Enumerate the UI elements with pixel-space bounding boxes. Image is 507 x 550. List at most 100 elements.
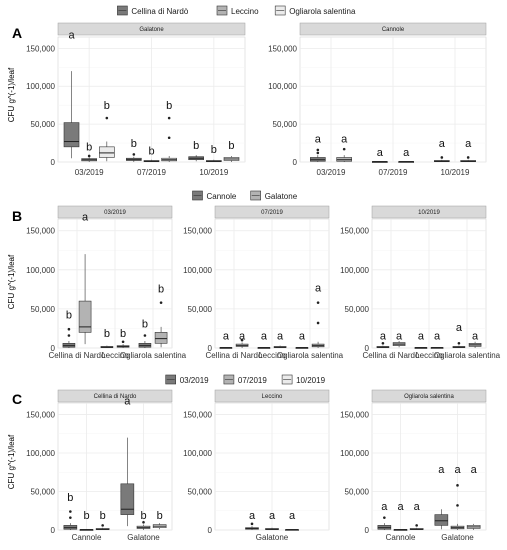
y-tick-label: 50,000 [188,488,213,497]
y-tick-label: 0 [365,526,370,535]
legend-label: Leccino [231,7,259,16]
x-tick-label: Ogliarola salentina [120,351,187,360]
x-tick-label: 10/2019 [441,168,470,177]
outlier-point [316,148,320,152]
y-axis-label: CFU g^(-1)/leaf [7,254,16,309]
outlier-point [316,321,320,325]
facet-strip [57,205,173,219]
box: b [126,138,142,162]
significance-letter: a [269,510,276,522]
outlier-point [440,156,444,159]
facet-strip-label: 07/2019 [261,210,283,216]
box: b [206,144,222,162]
x-tick-label: Ogliarola salentina [434,351,501,360]
y-tick-label: 150,000 [26,44,55,53]
legend-label: Ogliarola salentina [289,7,356,16]
significance-letter: b [148,145,154,157]
outlier-point [316,151,320,155]
box: a [468,330,482,348]
y-tick-label: 100,000 [26,82,55,91]
box: a [235,330,249,348]
box: a [430,330,444,349]
y-tick-label: 50,000 [188,305,213,314]
significance-letter: a [418,330,425,342]
facet-strip-label: Cellina di Nardo [94,394,137,400]
box: a [257,330,271,349]
box-body [99,146,115,158]
x-tick-label: Cannole [386,533,416,542]
y-tick-label: 150,000 [183,227,212,236]
y-tick-label: 100,000 [26,449,55,458]
x-tick-label: Cellina di Nardò [49,351,106,360]
significance-letter: b [142,319,148,331]
y-tick-label: 150,000 [26,227,55,236]
y-tick-label: 50,000 [345,305,370,314]
box-body [78,300,92,333]
outlier-point [456,484,459,487]
facet-strip-label: Galatone [139,27,164,33]
significance-letter: a [223,330,230,342]
box: a [310,133,326,162]
facet-strip [371,389,487,403]
significance-letter: b [166,100,172,112]
facet-strip-label: Ogliarola salentina [404,394,454,400]
box: a [434,464,449,530]
box: b [81,142,97,162]
significance-letter: b [131,138,137,150]
box: b [161,100,177,162]
legend-label: 10/2019 [296,376,325,385]
significance-letter: a [315,283,322,295]
y-tick-label: 0 [51,344,56,353]
significance-letter: b [86,142,92,154]
box: a [409,501,424,530]
significance-letter: b [100,510,106,522]
box: a [120,396,135,527]
facet-strip-label: 10/2019 [418,210,440,216]
box: a [285,510,299,531]
outlier-point [466,156,470,159]
facet: 03/2019 0 50,000 100,000 150,000 Cellina di N… [26,205,187,360]
outlier-point [381,342,385,345]
box: a [377,501,392,530]
outlier-point [250,522,254,526]
panel-letter: C [12,391,22,407]
significance-letter: a [456,322,463,334]
significance-letter: a [439,138,446,150]
outlier-point [121,340,125,344]
box: a [414,330,428,349]
box: a [311,283,325,348]
outlier-point [342,147,346,151]
significance-letter: b [67,492,73,504]
facet: 07/2019 0 50,000 100,000 150,000 Cellina di N… [183,205,344,360]
significance-letter: a [82,212,89,224]
y-tick-label: 50,000 [31,488,56,497]
y-tick-label: 0 [293,158,298,167]
box: a [434,138,450,162]
box: a [392,330,406,348]
significance-letter: a [381,501,388,513]
significance-letter: a [289,510,296,522]
box-body [154,332,168,344]
outlier-point [316,301,320,304]
legend-label: 07/2019 [238,376,267,385]
significance-letter: a [377,147,384,159]
outlier-point [240,338,244,342]
outlier-point [69,516,72,519]
outlier-point [167,136,171,140]
significance-letter: a [471,464,478,476]
outlier-point [132,153,136,156]
significance-letter: a [249,510,256,522]
significance-letter: b [120,328,126,340]
x-tick-label: Leccino [101,351,129,360]
box: b [95,510,110,530]
y-tick-label: 0 [51,526,56,535]
y-tick-label: 0 [208,344,213,353]
y-tick-label: 0 [51,158,56,167]
y-tick-label: 150,000 [183,411,212,420]
significance-letter: a [396,330,403,342]
significance-letter: b [211,144,217,156]
outlier-point [415,524,418,527]
facet: 10/2019 0 50,000 100,000 150,000 Cellina di N… [340,205,501,360]
outlier-point [67,327,71,331]
y-tick-label: 50,000 [345,488,370,497]
